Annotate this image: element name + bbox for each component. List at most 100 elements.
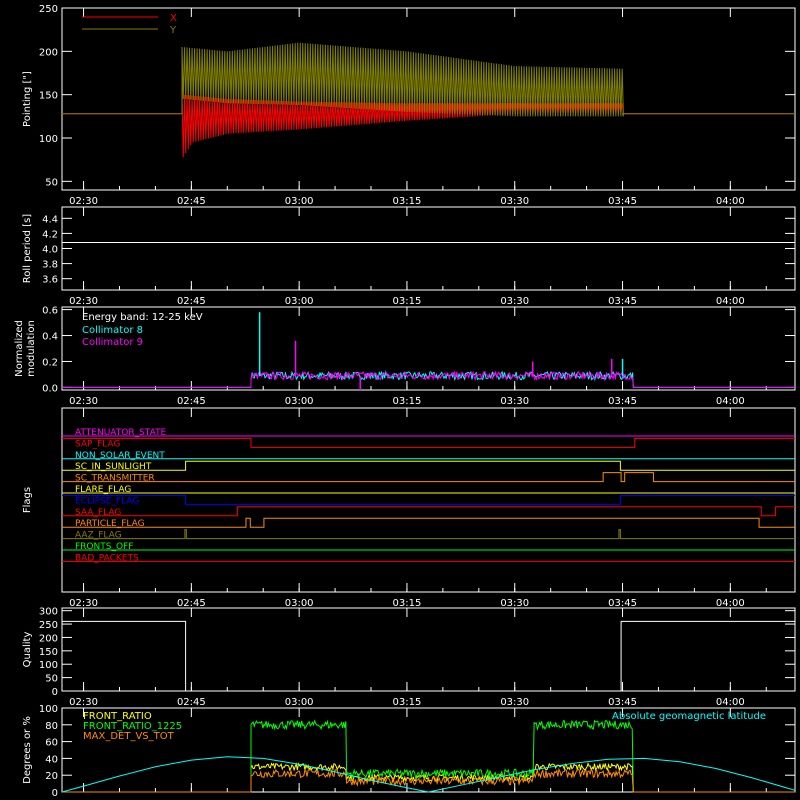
y-tick-label: 100 bbox=[39, 660, 58, 671]
y-axis-label: Flags bbox=[22, 487, 33, 513]
y-axis-label: Quality bbox=[22, 632, 33, 668]
y-axis-label: modulation bbox=[26, 320, 37, 377]
x-tick-label: 03:45 bbox=[608, 296, 637, 307]
y-tick-label: 80 bbox=[45, 721, 58, 732]
panel-frame bbox=[61, 306, 796, 391]
x-tick-label: 03:15 bbox=[393, 396, 422, 407]
x-tick-label: 02:45 bbox=[177, 196, 206, 207]
x-tick-label: 02:30 bbox=[69, 598, 98, 609]
series-y-line bbox=[62, 42, 795, 117]
panel-6: 0 20 40 60 80 100 Degrees or % FRONT_RATIOFRONT… bbox=[22, 704, 796, 799]
y-tick-label: 0 bbox=[52, 687, 58, 698]
y-tick-label: 100 bbox=[39, 134, 58, 145]
flag-line-saa-flag bbox=[62, 506, 795, 517]
series-line-front-ratio-1225 bbox=[62, 719, 795, 793]
y-tick-label: 50 bbox=[45, 177, 58, 188]
panel-3: 02:30 02:45 03:00 03:15 03:30 03:45 04:00 0.0 0.… bbox=[14, 306, 796, 407]
quality-line bbox=[62, 620, 795, 692]
x-tick-label: 02:45 bbox=[177, 296, 206, 307]
y-tick-label: 250 bbox=[39, 620, 58, 631]
x-tick-label: 03:45 bbox=[608, 598, 637, 609]
y-axis-label: Degrees or % bbox=[22, 716, 33, 784]
x-tick-label: 02:45 bbox=[177, 697, 206, 708]
flag-line-sap-flag bbox=[62, 437, 795, 448]
flag-line-particle-flag bbox=[62, 517, 795, 528]
y-axis-label: Roll period [s] bbox=[22, 214, 33, 283]
legend-label: FRONT_RATIO_1225 bbox=[83, 721, 182, 732]
x-tick-label: 03:15 bbox=[393, 697, 422, 708]
y-tick-label: 40 bbox=[45, 754, 58, 765]
y-tick-label: 4.0 bbox=[42, 245, 58, 256]
x-tick-label: 03:30 bbox=[500, 196, 529, 207]
y-tick-label: 4.2 bbox=[42, 229, 58, 240]
legend-label: MAX_DET_VS_TOT bbox=[83, 731, 175, 742]
x-tick-label: 03:00 bbox=[285, 598, 314, 609]
x-tick-label: 03:15 bbox=[393, 196, 422, 207]
x-tick-label: 03:15 bbox=[393, 598, 422, 609]
x-tick-label: 03:00 bbox=[285, 296, 314, 307]
panel-frame bbox=[61, 407, 796, 593]
panel-5: 02:30 02:45 03:00 03:15 03:30 03:45 04:00 0 50 10… bbox=[22, 607, 796, 708]
y-tick-label: 250 bbox=[39, 4, 58, 15]
flag-line-sc-transmitter bbox=[62, 472, 795, 483]
x-tick-label: 03:15 bbox=[393, 296, 422, 307]
legend-label-latitude: Absolute geomagnetic latitude bbox=[612, 711, 766, 722]
flag-label: SAA_FLAG bbox=[75, 508, 121, 518]
y-tick-label: 150 bbox=[39, 647, 58, 658]
legend-label-x: X bbox=[170, 13, 177, 24]
x-tick-label: 03:30 bbox=[500, 697, 529, 708]
y-tick-label: 0.6 bbox=[42, 306, 58, 317]
flag-label: ATTENUATOR_STATE bbox=[75, 428, 167, 438]
y-tick-label: 0 bbox=[52, 788, 58, 799]
series-x-line bbox=[62, 94, 795, 158]
x-tick-label: 02:30 bbox=[69, 697, 98, 708]
x-tick-label: 03:45 bbox=[608, 697, 637, 708]
panel-4: 02:30 02:45 03:00 03:15 03:30 03:45 04:00 Flags… bbox=[22, 407, 796, 609]
flag-label: BAD_PACKETS bbox=[75, 553, 139, 563]
y-axis-label: Normalized bbox=[14, 320, 25, 377]
y-tick-label: 200 bbox=[39, 633, 58, 644]
x-tick-label: 04:00 bbox=[716, 396, 745, 407]
flag-label: PARTICLE_FLAG bbox=[75, 519, 145, 529]
series-line-max-det-vs-tot bbox=[62, 767, 795, 793]
y-tick-label: 150 bbox=[39, 91, 58, 102]
flag-line-aaz-flag bbox=[62, 529, 795, 540]
legend-label-y: Y bbox=[169, 25, 177, 36]
y-tick-label: 60 bbox=[45, 738, 58, 749]
x-tick-label: 03:45 bbox=[608, 196, 637, 207]
y-tick-label: 100 bbox=[39, 704, 58, 715]
series-line-geomagnetic-latitude bbox=[61, 756, 796, 793]
x-tick-label: 03:30 bbox=[500, 396, 529, 407]
y-tick-label: 20 bbox=[45, 771, 58, 782]
x-tick-label: 03:00 bbox=[285, 396, 314, 407]
x-tick-label: 03:30 bbox=[500, 598, 529, 609]
legend-label: Collimator 9 bbox=[82, 337, 143, 348]
y-tick-label: 200 bbox=[39, 47, 58, 58]
x-tick-label: 03:00 bbox=[285, 697, 314, 708]
x-tick-label: 04:00 bbox=[716, 697, 745, 708]
x-tick-label: 04:00 bbox=[716, 296, 745, 307]
y-tick-label: 3.6 bbox=[42, 275, 58, 286]
x-tick-label: 03:00 bbox=[285, 196, 314, 207]
flag-label: FRONTS_OFF bbox=[75, 542, 133, 552]
x-tick-label: 02:30 bbox=[69, 296, 98, 307]
x-tick-label: 02:45 bbox=[177, 396, 206, 407]
y-tick-label: 3.8 bbox=[42, 260, 58, 271]
series-line-front-ratio bbox=[62, 762, 795, 793]
flag-label: ECLIPSE_FLAG bbox=[75, 496, 139, 506]
panel-frame bbox=[61, 7, 796, 191]
y-tick-label: 4.4 bbox=[42, 214, 58, 225]
y-tick-label: 0.4 bbox=[42, 332, 58, 343]
x-tick-label: 03:30 bbox=[500, 296, 529, 307]
flag-label: AAZ_FLAG bbox=[75, 531, 122, 541]
series-line bbox=[62, 370, 795, 388]
legend-label: Collimator 8 bbox=[82, 325, 143, 336]
y-tick-label: 0.0 bbox=[42, 383, 58, 394]
flag-line-sc-in-sunlight bbox=[62, 460, 795, 471]
flag-label: FLARE_FLAG bbox=[75, 485, 131, 495]
legend-title: Energy band: 12-25 keV bbox=[82, 312, 203, 323]
panel-2: 02:30 02:45 03:00 03:15 03:30 03:45 04:00 3.6 3.… bbox=[22, 206, 796, 307]
x-tick-label: 02:45 bbox=[177, 598, 206, 609]
x-tick-label: 03:45 bbox=[608, 396, 637, 407]
